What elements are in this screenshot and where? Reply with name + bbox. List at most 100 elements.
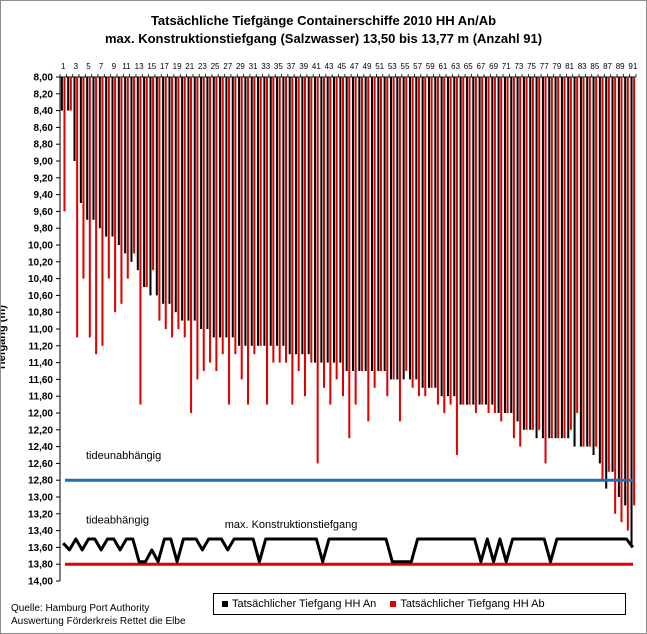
x-tick-label: 63 <box>451 62 460 71</box>
bar-ab <box>63 77 66 212</box>
x-tick-label: 21 <box>185 62 194 71</box>
bar-ab <box>234 77 237 355</box>
bar-ab <box>177 77 180 329</box>
bar-ab <box>424 77 427 397</box>
y-tick-label: 8,20 <box>34 89 54 100</box>
bar-an <box>396 77 399 380</box>
bar-an <box>181 77 184 321</box>
bar-an <box>548 77 551 439</box>
x-tick-label: 31 <box>249 62 258 71</box>
bar-ab <box>196 77 199 380</box>
bar-ab <box>462 77 465 405</box>
bar-ab <box>449 77 452 405</box>
bar-ab <box>506 77 509 413</box>
x-tick-label: 17 <box>160 62 169 71</box>
bar-ab <box>582 77 585 447</box>
bar-an <box>567 77 570 439</box>
label-tideabhaengig: tideabhängig <box>86 515 149 527</box>
x-tick-label: 51 <box>375 62 384 71</box>
x-tick-label: 1 <box>61 62 66 71</box>
bar-ab <box>595 77 598 447</box>
bar-ab <box>443 77 446 413</box>
bar-an <box>472 77 475 405</box>
x-tick-label: 53 <box>388 62 397 71</box>
bar-an <box>586 77 589 447</box>
bar-ab <box>341 77 344 397</box>
y-tick-label: 12,20 <box>28 425 53 436</box>
line-max-konstruktionstiefgang <box>62 537 634 564</box>
bar-ab <box>101 77 104 346</box>
legend-swatch-an <box>222 601 228 607</box>
bar-ab <box>278 77 281 363</box>
y-tick-label: 10,60 <box>28 291 53 302</box>
y-tick-label: 8,00 <box>34 73 54 84</box>
bar-ab <box>576 77 579 413</box>
x-tick-label: 49 <box>363 62 372 71</box>
bar-ab <box>120 77 123 304</box>
bar-ab <box>468 77 471 405</box>
bar-ab <box>202 77 205 371</box>
bar-ab <box>126 77 129 279</box>
bar-an <box>377 77 380 371</box>
y-tick-label: 13,40 <box>28 526 53 537</box>
bar-an <box>206 77 209 329</box>
bar-an <box>67 77 70 111</box>
bar-an <box>111 77 114 237</box>
bar-ab <box>525 77 528 430</box>
bar-ab <box>360 77 363 371</box>
bar-ab <box>285 77 288 363</box>
bar-an <box>516 77 519 422</box>
bar-an <box>238 77 241 346</box>
y-tick-label: 11,80 <box>29 392 54 403</box>
bar-an <box>434 77 437 388</box>
bar-an <box>73 77 76 161</box>
bar-an <box>592 77 595 455</box>
x-tick-label: 89 <box>616 62 625 71</box>
bar-ab <box>240 77 243 380</box>
bar-an <box>155 77 158 296</box>
bar-ab <box>348 77 351 439</box>
bar-an <box>605 77 608 489</box>
bar-ab <box>569 77 572 430</box>
y-tick-label: 9,60 <box>34 207 54 218</box>
y-tick-label: 11,40 <box>29 358 54 369</box>
bar-an <box>98 77 101 229</box>
bar-an <box>358 77 361 371</box>
bar-an <box>225 77 228 338</box>
y-tick-label: 9,40 <box>34 190 54 201</box>
x-tick-label: 45 <box>337 62 346 71</box>
x-tick-label: 23 <box>198 62 207 71</box>
x-tick-label: 69 <box>489 62 498 71</box>
bar-ab <box>88 77 91 338</box>
x-tick-label: 27 <box>223 62 232 71</box>
bar-ab <box>316 77 319 464</box>
y-tick-label: 14,00 <box>28 577 53 588</box>
x-tick-label: 87 <box>603 62 612 71</box>
bar-an <box>263 77 266 346</box>
bar-ab <box>114 77 117 313</box>
y-tick-label: 9,20 <box>34 173 54 184</box>
bar-an <box>314 77 317 363</box>
bar-ab <box>405 77 408 371</box>
source-note: Quelle: Hamburg Port Authority Auswertun… <box>11 602 186 628</box>
y-tick-label: 10,80 <box>28 308 53 319</box>
y-tick-label: 10,00 <box>28 241 53 252</box>
x-tick-label: 47 <box>350 62 359 71</box>
x-tick-label: 13 <box>135 62 144 71</box>
y-tick-label: 12,00 <box>28 409 53 420</box>
x-tick-label: 59 <box>426 62 435 71</box>
bar-ab <box>392 77 395 380</box>
y-tick-label: 9,00 <box>34 157 54 168</box>
x-tick-label: 77 <box>540 62 549 71</box>
y-tick-label: 8,40 <box>34 106 54 117</box>
bar-an <box>168 77 171 304</box>
bar-an <box>269 77 272 346</box>
bar-an <box>193 77 196 321</box>
bar-ab <box>373 77 376 388</box>
bar-ab <box>550 77 553 439</box>
x-tick-label: 15 <box>147 62 156 71</box>
bar-ab <box>588 77 591 447</box>
bar-ab <box>272 77 275 363</box>
bar-an <box>320 77 323 363</box>
